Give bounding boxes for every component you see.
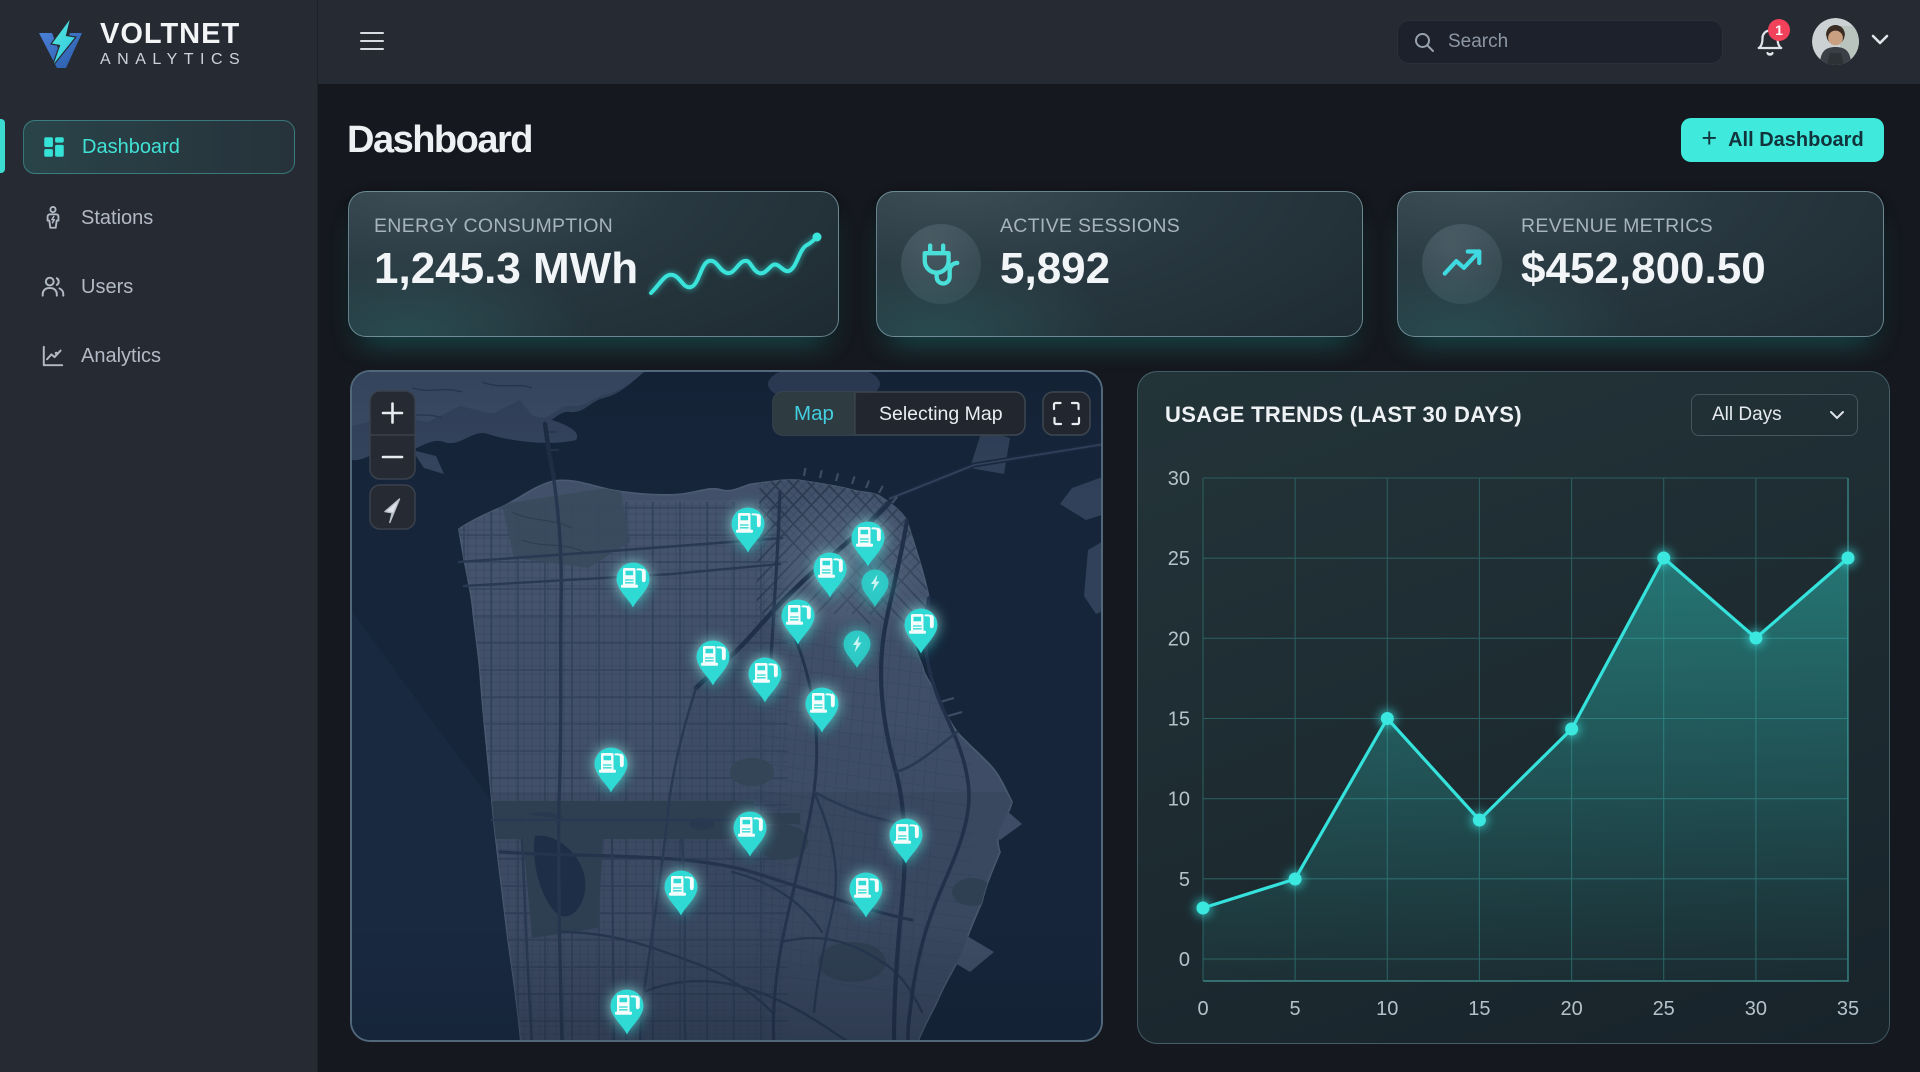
svg-text:0: 0 (1179, 949, 1190, 971)
svg-text:0: 0 (1197, 998, 1208, 1020)
svg-text:Map: Map (794, 402, 834, 425)
svg-text:15: 15 (1468, 998, 1490, 1020)
svg-text:25: 25 (1653, 998, 1675, 1020)
svg-text:35: 35 (1837, 998, 1859, 1020)
svg-text:10: 10 (1168, 789, 1190, 811)
svg-text:15: 15 (1168, 709, 1190, 731)
svg-text:25: 25 (1168, 548, 1190, 570)
svg-text:Selecting Map: Selecting Map (879, 403, 1003, 425)
svg-text:20: 20 (1560, 998, 1582, 1020)
svg-text:30: 30 (1745, 998, 1767, 1020)
svg-text:5: 5 (1290, 998, 1301, 1020)
svg-text:30: 30 (1168, 468, 1190, 490)
svg-text:10: 10 (1376, 998, 1398, 1020)
svg-text:5: 5 (1179, 869, 1190, 891)
svg-text:20: 20 (1168, 628, 1190, 650)
